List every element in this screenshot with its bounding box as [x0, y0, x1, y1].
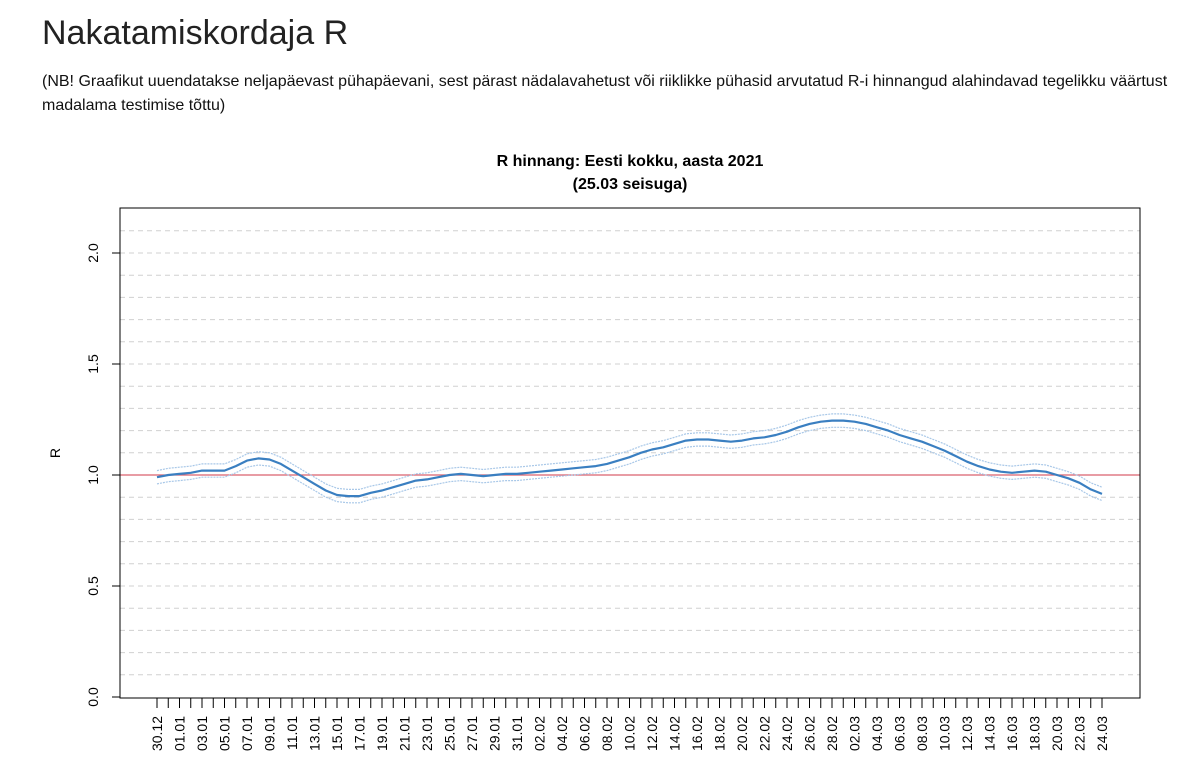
x-tick-label: 23.01	[419, 716, 435, 751]
y-axis-label: R	[47, 448, 63, 458]
x-tick-label: 20.02	[734, 716, 750, 751]
x-tick-label: 25.01	[442, 716, 458, 751]
x-tick-label: 19.01	[374, 716, 390, 751]
x-tick-label: 28.02	[824, 716, 840, 751]
x-tick-label: 02.03	[847, 716, 863, 751]
x-tick-label: 31.01	[509, 716, 525, 751]
y-tick-label: 0.0	[85, 687, 101, 707]
x-tick-label: 01.01	[172, 716, 188, 751]
x-tick-label: 10.03	[937, 716, 953, 751]
y-tick-label: 1.0	[85, 465, 101, 485]
x-tick-label: 04.03	[869, 716, 885, 751]
x-tick-label: 07.01	[239, 716, 255, 751]
x-tick-label: 08.03	[914, 716, 930, 751]
x-tick-label: 20.03	[1049, 716, 1065, 751]
x-tick-label: 29.01	[487, 716, 503, 751]
x-tick-label: 16.02	[689, 716, 705, 751]
x-tick-label: 15.01	[329, 716, 345, 751]
page-title: Nakatamiskordaja R	[42, 14, 349, 52]
x-tick-label: 09.01	[262, 716, 278, 751]
x-tick-label: 02.02	[532, 716, 548, 751]
x-tick-label: 30.12	[149, 716, 165, 751]
x-tick-label: 18.03	[1027, 716, 1043, 751]
update-note: (NB! Graafikut uuendatakse neljapäevast …	[42, 73, 1168, 114]
x-tick-label: 14.03	[982, 716, 998, 751]
ci-upper-line	[156, 413, 1103, 490]
x-tick-label: 06.02	[577, 716, 593, 751]
chart-subtitle: (25.03 seisuga)	[573, 176, 688, 193]
x-tick-label: 05.01	[217, 716, 233, 751]
y-tick-label: 1.5	[85, 354, 101, 374]
r-series-line	[156, 419, 1103, 498]
x-tick-label: 21.01	[397, 716, 413, 751]
x-tick-label: 17.01	[352, 716, 368, 751]
x-tick-label: 22.02	[757, 716, 773, 751]
x-tick-label: 08.02	[599, 716, 615, 751]
x-tick-label: 12.02	[644, 716, 660, 751]
x-tick-label: 16.03	[1004, 716, 1020, 751]
x-tick-label: 11.01	[284, 716, 300, 750]
y-tick-label: 0.5	[85, 576, 101, 596]
x-tick-label: 27.01	[464, 716, 480, 751]
x-tick-label: 13.01	[307, 716, 323, 751]
x-tick-label: 06.03	[892, 716, 908, 751]
x-tick-label: 18.02	[712, 716, 728, 751]
x-tick-label: 03.01	[194, 716, 210, 751]
x-tick-label: 24.03	[1094, 716, 1110, 751]
x-tick-label: 26.02	[802, 716, 818, 751]
ci-lower-line	[156, 426, 1103, 504]
chart-title: R hinnang: Eesti kokku, aasta 2021	[497, 153, 764, 170]
x-tick-label: 10.02	[622, 716, 638, 751]
x-tick-label: 22.03	[1072, 716, 1088, 751]
x-tick-label: 24.02	[779, 716, 795, 751]
y-tick-label: 2.0	[85, 243, 101, 263]
x-tick-label: 04.02	[554, 716, 570, 751]
x-tick-label: 14.02	[667, 716, 683, 751]
x-tick-label: 12.03	[959, 716, 975, 751]
